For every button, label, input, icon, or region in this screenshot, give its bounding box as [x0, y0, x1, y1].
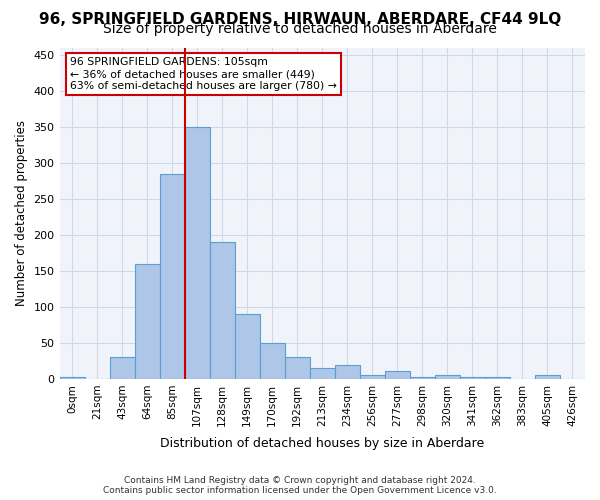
- Bar: [209, 242, 235, 379]
- Bar: [335, 365, 360, 379]
- Bar: [59, 376, 85, 379]
- Bar: [160, 174, 185, 379]
- Bar: [134, 264, 160, 379]
- Bar: [235, 314, 260, 379]
- Bar: [185, 126, 209, 379]
- Bar: [385, 371, 410, 379]
- Bar: [460, 378, 485, 379]
- Bar: [110, 358, 134, 379]
- Text: Size of property relative to detached houses in Aberdare: Size of property relative to detached ho…: [103, 22, 497, 36]
- Bar: [435, 374, 460, 379]
- Bar: [360, 376, 385, 379]
- Bar: [260, 343, 285, 379]
- X-axis label: Distribution of detached houses by size in Aberdare: Distribution of detached houses by size …: [160, 437, 484, 450]
- Bar: [535, 376, 560, 379]
- Bar: [285, 358, 310, 379]
- Bar: [485, 378, 510, 379]
- Text: 96 SPRINGFIELD GARDENS: 105sqm
← 36% of detached houses are smaller (449)
63% of: 96 SPRINGFIELD GARDENS: 105sqm ← 36% of …: [70, 58, 337, 90]
- Bar: [310, 368, 335, 379]
- Bar: [410, 378, 435, 379]
- Text: Contains HM Land Registry data © Crown copyright and database right 2024.
Contai: Contains HM Land Registry data © Crown c…: [103, 476, 497, 495]
- Text: 96, SPRINGFIELD GARDENS, HIRWAUN, ABERDARE, CF44 9LQ: 96, SPRINGFIELD GARDENS, HIRWAUN, ABERDA…: [39, 12, 561, 26]
- Y-axis label: Number of detached properties: Number of detached properties: [15, 120, 28, 306]
